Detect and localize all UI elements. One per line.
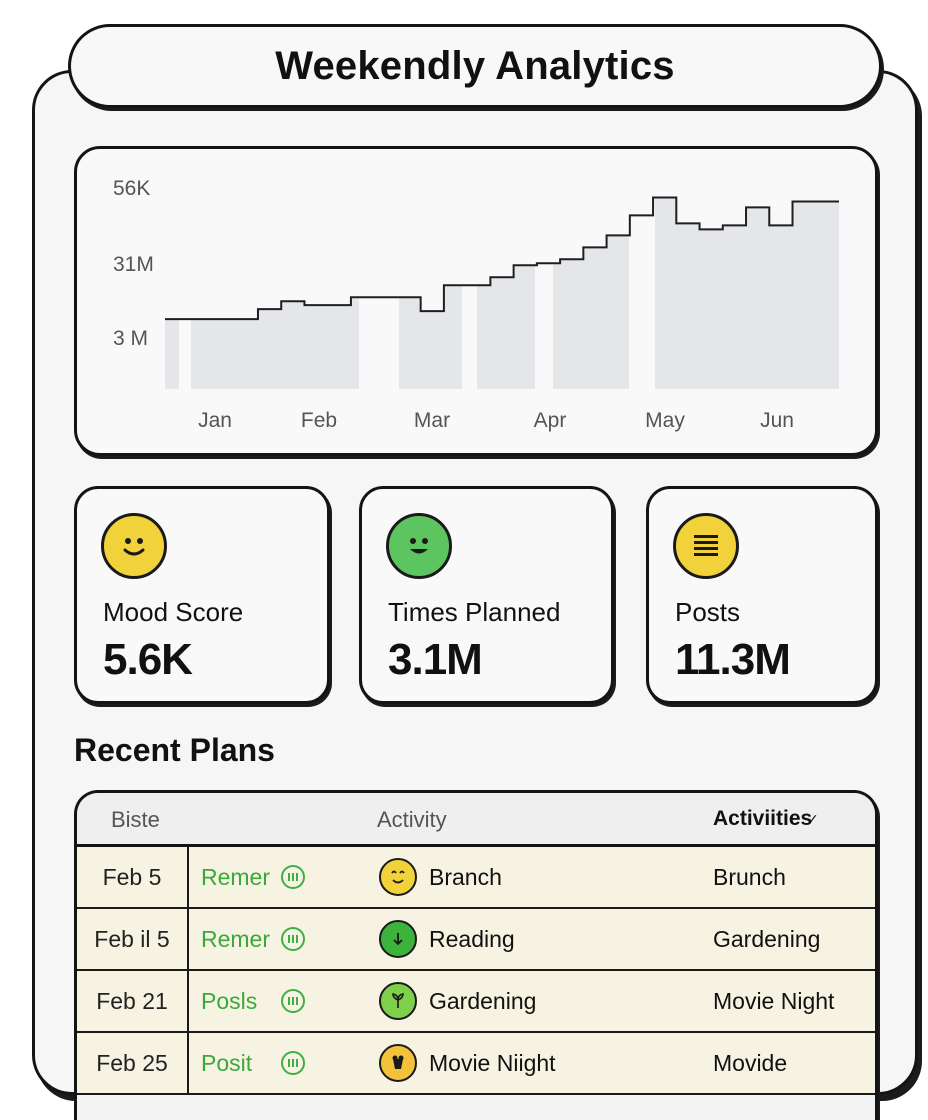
status-text: Posit xyxy=(201,1049,253,1076)
list-lines-icon xyxy=(673,513,739,579)
status-icon xyxy=(281,865,305,889)
leaf-icon xyxy=(379,920,417,958)
row-category: Gardening xyxy=(713,925,821,952)
smiley-face-icon xyxy=(101,513,167,579)
stat-card-times-planned[interactable]: Times Planned 3.1M xyxy=(359,486,614,704)
table-row[interactable]: Feb il 5 Remer Reading Gardening xyxy=(77,909,875,971)
popcorn-icon xyxy=(379,1044,417,1082)
row-date: Feb 25 xyxy=(77,1033,189,1093)
row-date: Feb 21 xyxy=(77,971,189,1031)
row-activity: Gardening xyxy=(379,971,536,1031)
table-row[interactable]: Feb 25 Posit Movie Niight Movide xyxy=(77,1033,875,1095)
table-row[interactable]: Feb 21 Posls Gardening Movie Night xyxy=(77,971,875,1033)
x-tick-label: Mar xyxy=(414,409,450,432)
gap-band-0 xyxy=(179,179,191,389)
row-activity: Reading xyxy=(379,909,515,969)
row-status: Posls xyxy=(201,971,305,1031)
column-header-date[interactable]: Biste xyxy=(111,807,160,832)
chart-card: 56K 31M 3 M Jan Feb Mar Apr May Jun xyxy=(74,146,878,456)
row-category: Movie Night xyxy=(713,987,835,1014)
y-tick-label: 31M xyxy=(113,253,154,276)
row-status: Posit xyxy=(201,1033,305,1093)
x-tick-label: May xyxy=(645,409,685,432)
activity-text: Gardening xyxy=(429,987,537,1014)
gap-band-1 xyxy=(359,179,399,389)
status-icon xyxy=(281,989,305,1013)
table-row[interactable]: Feb 5 Remer Branch Brunch xyxy=(77,847,875,909)
smiley-face-icon xyxy=(386,513,452,579)
gap-band-2 xyxy=(462,179,477,389)
title-bar: Weekendly Analytics xyxy=(68,24,882,108)
status-icon xyxy=(281,927,305,951)
stat-card-posts[interactable]: Posts 11.3M xyxy=(646,486,878,704)
series-line xyxy=(165,196,839,321)
row-status: Remer xyxy=(201,909,305,969)
column-header-category[interactable]: Activiities xyxy=(713,807,813,830)
activity-text: Movie Niight xyxy=(429,1049,556,1076)
stat-card-mood-score[interactable]: Mood Score 5.6K xyxy=(74,486,330,704)
gap-band-4 xyxy=(629,179,655,389)
stat-label: Posts xyxy=(675,597,741,627)
x-tick-label: Jan xyxy=(198,409,232,432)
row-activity: Movie Niight xyxy=(379,1033,556,1093)
section-title: Recent Plans xyxy=(74,732,275,768)
stat-value: 11.3M xyxy=(675,635,791,684)
stat-value: 5.6K xyxy=(103,635,193,684)
table-header: Biste Activity Activiities ✓ xyxy=(77,793,875,847)
row-date: Feb 5 xyxy=(77,847,189,907)
status-text: Remer xyxy=(201,863,271,890)
row-activity: Branch xyxy=(379,847,502,907)
column-header-activity[interactable]: Activity xyxy=(377,807,447,832)
page-title: Weekendly Analytics xyxy=(275,43,675,88)
face-icon xyxy=(379,858,417,896)
row-status: Remer xyxy=(201,847,305,907)
gap-band-3 xyxy=(535,179,553,389)
status-icon xyxy=(281,1051,305,1075)
stat-label: Mood Score xyxy=(103,597,244,627)
stat-label: Times Planned xyxy=(388,597,561,627)
x-tick-label: Feb xyxy=(301,409,337,432)
line-chart: 56K 31M 3 M Jan Feb Mar Apr May Jun xyxy=(113,177,839,432)
y-tick-label: 3 M xyxy=(113,327,148,350)
sprout-icon xyxy=(379,982,417,1020)
activity-text: Branch xyxy=(429,863,502,890)
recent-plans-table: Biste Activity Activiities ✓ Feb 5 Remer… xyxy=(74,790,878,1120)
stat-value: 3.1M xyxy=(388,635,483,684)
sort-check-icon[interactable]: ✓ xyxy=(807,811,819,827)
row-date: Feb il 5 xyxy=(77,909,189,969)
area-fill xyxy=(165,197,839,389)
y-tick-label: 56K xyxy=(113,177,150,200)
activity-text: Reading xyxy=(429,925,515,952)
status-text: Posls xyxy=(201,987,258,1014)
row-category: Movide xyxy=(713,1049,788,1076)
row-category: Brunch xyxy=(713,863,786,890)
status-text: Remer xyxy=(201,925,271,952)
x-tick-label: Apr xyxy=(534,409,567,432)
x-tick-label: Jun xyxy=(760,409,794,432)
